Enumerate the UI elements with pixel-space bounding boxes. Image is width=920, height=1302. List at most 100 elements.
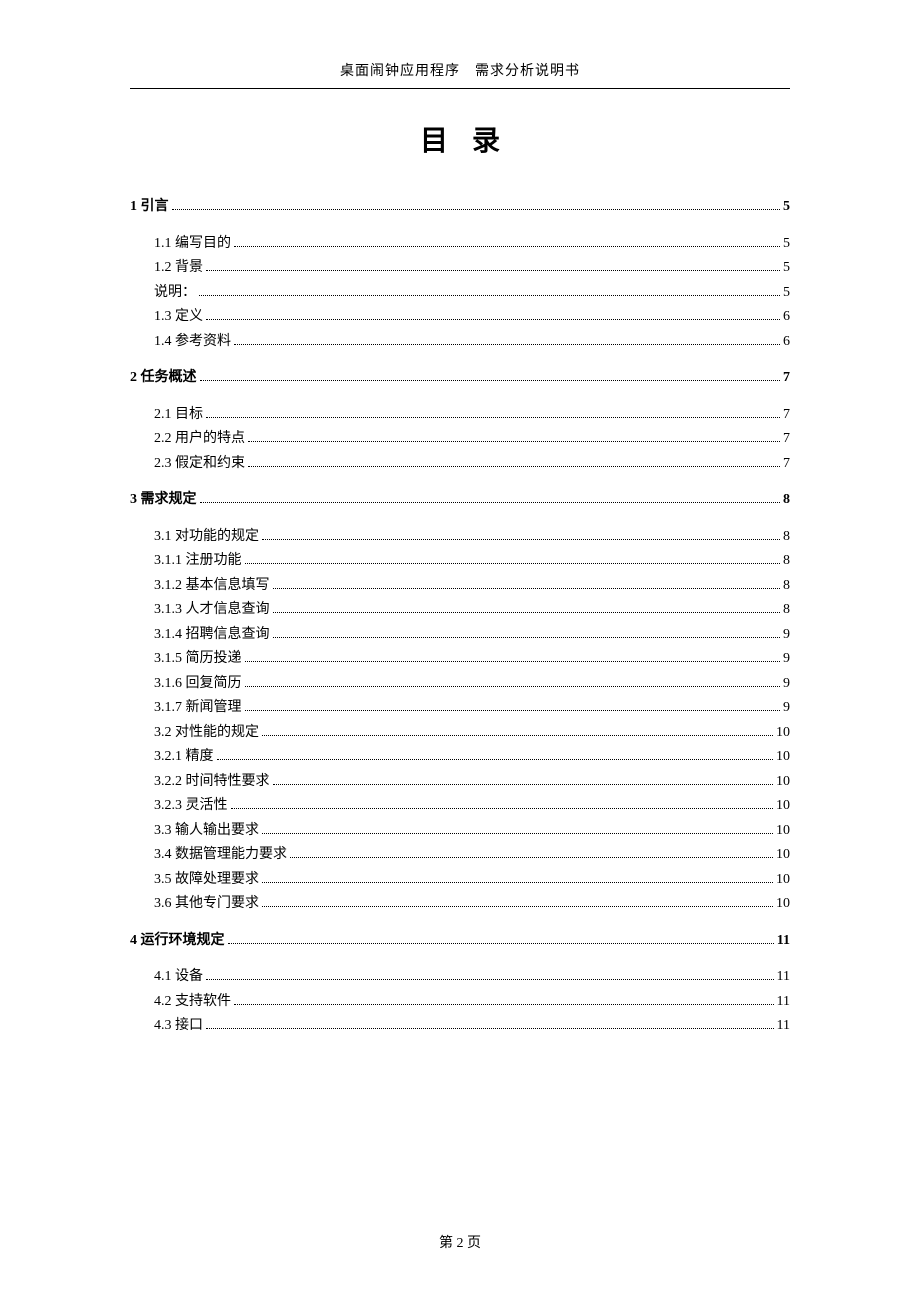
toc-entry[interactable]: 3.1 对功能的规定8 (130, 525, 790, 550)
toc-leader-dots (231, 808, 774, 809)
toc-entry[interactable]: 1.3 定义6 (130, 305, 790, 330)
page-footer: 第 2 页 (0, 1232, 920, 1252)
toc-leader-dots (206, 270, 780, 271)
toc-entry-page: 10 (776, 843, 790, 868)
toc-entry-label: 4.2 支持软件 (154, 990, 231, 1015)
toc-entry-page: 8 (783, 488, 790, 513)
toc-entry[interactable]: 4.2 支持软件11 (130, 990, 790, 1015)
toc-leader-dots (273, 588, 781, 589)
toc-entry-page: 5 (783, 281, 790, 306)
toc-entry-label: 2 任务概述 (130, 366, 197, 391)
toc-entry-page: 9 (783, 672, 790, 697)
toc-heading: 目录 (130, 119, 790, 159)
toc-entry-page: 10 (776, 892, 790, 917)
toc-entry-page: 8 (783, 549, 790, 574)
toc-entry[interactable]: 4 运行环境规定 11 (130, 929, 790, 954)
toc-entry[interactable]: 3 需求规定 8 (130, 488, 790, 513)
toc-entry[interactable]: 2.3 假定和约束7 (130, 452, 790, 477)
toc-leader-dots (245, 710, 781, 711)
toc-entry[interactable]: 2 任务概述 7 (130, 366, 790, 391)
document-page: 桌面闹钟应用程序 需求分析说明书 目录 1 引言5 1.1 编写目的51.2 背景… (0, 0, 920, 1099)
toc-entry[interactable]: 1.4 参考资料6 (130, 330, 790, 355)
toc-entry[interactable]: 3.1.4 招聘信息查询 9 (130, 623, 790, 648)
toc-leader-dots (245, 661, 781, 662)
toc-entry-label: 3.1.3 人才信息查询 (154, 598, 270, 623)
toc-entry-page: 10 (776, 794, 790, 819)
toc-leader-dots (200, 502, 781, 503)
toc-leader-dots (234, 246, 780, 247)
toc-entry-label: 3 需求规定 (130, 488, 197, 513)
toc-entry-label: 3.5 故障处理要求 (154, 868, 259, 893)
toc-entry-page: 5 (783, 195, 790, 220)
toc-entry[interactable]: 3.2.3 灵活性 10 (130, 794, 790, 819)
toc-entry-label: 3.2.3 灵活性 (154, 794, 228, 819)
toc-entry[interactable]: 4.3 接口 11 (130, 1014, 790, 1039)
toc-entry-page: 11 (777, 929, 790, 954)
toc-entry[interactable]: 3.2 对性能的规定10 (130, 721, 790, 746)
toc-entry[interactable]: 1 引言5 (130, 195, 790, 220)
page-header-title: 桌面闹钟应用程序 需求分析说明书 (130, 60, 790, 80)
toc-entry[interactable]: 3.6 其他专门要求10 (130, 892, 790, 917)
toc-leader-dots (234, 1004, 774, 1005)
toc-entry[interactable]: 1.2 背景5 (130, 256, 790, 281)
toc-entry[interactable]: 3.1.1 注册功能8 (130, 549, 790, 574)
toc-entry-page: 10 (776, 868, 790, 893)
toc-entry-label: 3.2.2 时间特性要求 (154, 770, 270, 795)
toc-leader-dots (199, 295, 780, 296)
toc-leader-dots (273, 612, 781, 613)
toc-leader-dots (262, 735, 773, 736)
toc-leader-dots (262, 882, 773, 883)
toc-leader-dots (248, 441, 780, 442)
toc-entry-page: 7 (783, 427, 790, 452)
toc-entry-label: 3.1.6 回复简历 (154, 672, 242, 697)
toc-leader-dots (248, 466, 780, 467)
toc-entry[interactable]: 3.1.3 人才信息查询8 (130, 598, 790, 623)
toc-entry-label: 2.2 用户的特点 (154, 427, 245, 452)
toc-entry-label: 3.4 数据管理能力要求 (154, 843, 287, 868)
toc-entry[interactable]: 3.1.7 新闻管理 9 (130, 696, 790, 721)
toc-entry-page: 9 (783, 623, 790, 648)
toc-entry-label: 说明： (154, 281, 196, 306)
toc-entry-page: 7 (783, 403, 790, 428)
toc-entry[interactable]: 3.1.6 回复简历 9 (130, 672, 790, 697)
toc-leader-dots (290, 857, 773, 858)
toc-entry[interactable]: 2.2 用户的特点 7 (130, 427, 790, 452)
toc-leader-dots (245, 686, 781, 687)
toc-entry[interactable]: 4.1 设备11 (130, 965, 790, 990)
toc-entry-page: 8 (783, 525, 790, 550)
toc-entry-label: 3.1.2 基本信息填写 (154, 574, 270, 599)
toc-entry[interactable]: 3.4 数据管理能力要求 10 (130, 843, 790, 868)
toc-entry-page: 8 (783, 574, 790, 599)
toc-entry-label: 3.1.4 招聘信息查询 (154, 623, 270, 648)
toc-leader-dots (206, 1028, 774, 1029)
toc-entry-page: 6 (783, 330, 790, 355)
toc-entry-label: 3.1.5 简历投递 (154, 647, 242, 672)
toc-leader-dots (206, 319, 780, 320)
toc-leader-dots (262, 833, 773, 834)
toc-entry-label: 3.2 对性能的规定 (154, 721, 259, 746)
toc-entry[interactable]: 3.1.2 基本信息填写 8 (130, 574, 790, 599)
toc-leader-dots (262, 906, 773, 907)
toc-entry-label: 3.1.7 新闻管理 (154, 696, 242, 721)
toc-entry[interactable]: 3.5 故障处理要求 10 (130, 868, 790, 893)
toc-leader-dots (262, 539, 780, 540)
toc-entry-label: 4.3 接口 (154, 1014, 203, 1039)
toc-entry-page: 5 (783, 232, 790, 257)
toc-entry[interactable]: 3.2.2 时间特性要求10 (130, 770, 790, 795)
toc-entry-label: 3.2.1 精度 (154, 745, 214, 770)
toc-entry[interactable]: 3.1.5 简历投递9 (130, 647, 790, 672)
toc-entry-page: 9 (783, 696, 790, 721)
toc-entry-label: 4 运行环境规定 (130, 929, 225, 954)
toc-entry-page: 11 (777, 1014, 790, 1039)
toc-entry-page: 7 (783, 366, 790, 391)
toc-container: 1 引言51.1 编写目的51.2 背景5说明：51.3 定义61.4 参考资料… (130, 195, 790, 1039)
toc-entry[interactable]: 说明： 5 (130, 281, 790, 306)
toc-leader-dots (245, 563, 781, 564)
toc-entry[interactable]: 3.3 输人输出要求10 (130, 819, 790, 844)
toc-entry[interactable]: 3.2.1 精度10 (130, 745, 790, 770)
toc-entry[interactable]: 1.1 编写目的5 (130, 232, 790, 257)
toc-leader-dots (200, 380, 781, 381)
toc-leader-dots (172, 209, 781, 210)
toc-leader-dots (206, 417, 780, 418)
toc-entry[interactable]: 2.1 目标7 (130, 403, 790, 428)
